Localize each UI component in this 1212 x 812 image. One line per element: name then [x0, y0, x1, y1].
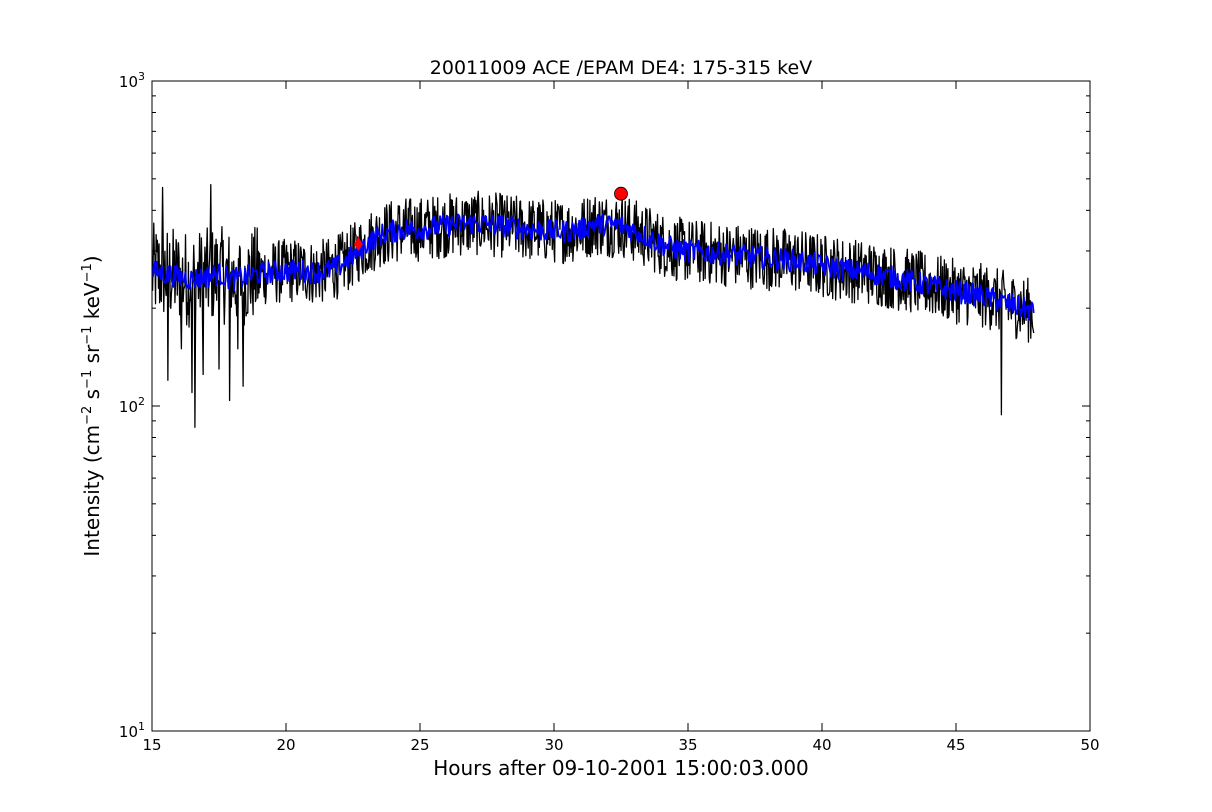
- series-line-blue: [152, 213, 1035, 321]
- series-line-black: [152, 183, 1035, 428]
- event-marker-circle: [614, 186, 628, 201]
- plot-area: [152, 183, 1035, 428]
- y-label-exp3: −1: [80, 326, 95, 345]
- x-tick-label: 50: [1080, 736, 1099, 754]
- event-marker-diamond: [353, 237, 363, 252]
- y-label-mid3: keV: [80, 282, 104, 326]
- marker-layer: [353, 186, 628, 252]
- y-label-prefix: Intensity (cm: [80, 425, 104, 557]
- y-label-exp1: −2: [80, 406, 95, 425]
- y-tick-label: 103: [119, 70, 145, 91]
- x-tick-label: 35: [678, 736, 697, 754]
- y-tick-label: 101: [119, 720, 145, 741]
- y-label-mid2: sr: [80, 344, 104, 370]
- y-label-exp2: −1: [80, 370, 95, 389]
- x-tick-label: 25: [410, 736, 429, 754]
- y-tick-label: 102: [119, 395, 145, 416]
- x-tick-label: 45: [946, 736, 965, 754]
- x-tick-label: 40: [812, 736, 831, 754]
- chart-title: 20011009 ACE /EPAM DE4: 175-315 keV: [430, 57, 812, 79]
- y-label-mid1: s: [80, 389, 104, 406]
- x-axis-ticks: 15 20 25 30 35 40 45 50: [142, 81, 1100, 754]
- y-label-exp4: −1: [80, 263, 95, 282]
- x-tick-label: 20: [276, 736, 295, 754]
- x-tick-label: 15: [142, 736, 161, 754]
- y-label-suffix: ): [80, 255, 104, 263]
- y-axis-ticks: 101 102 103: [119, 70, 1090, 741]
- x-axis-label: Hours after 09-10-2001 15:00:03.000: [433, 756, 809, 780]
- y-axis-label: Intensity (cm−2 s−1 sr−1 keV−1): [80, 255, 104, 556]
- series-layer: [152, 183, 1035, 428]
- x-tick-label: 30: [544, 736, 563, 754]
